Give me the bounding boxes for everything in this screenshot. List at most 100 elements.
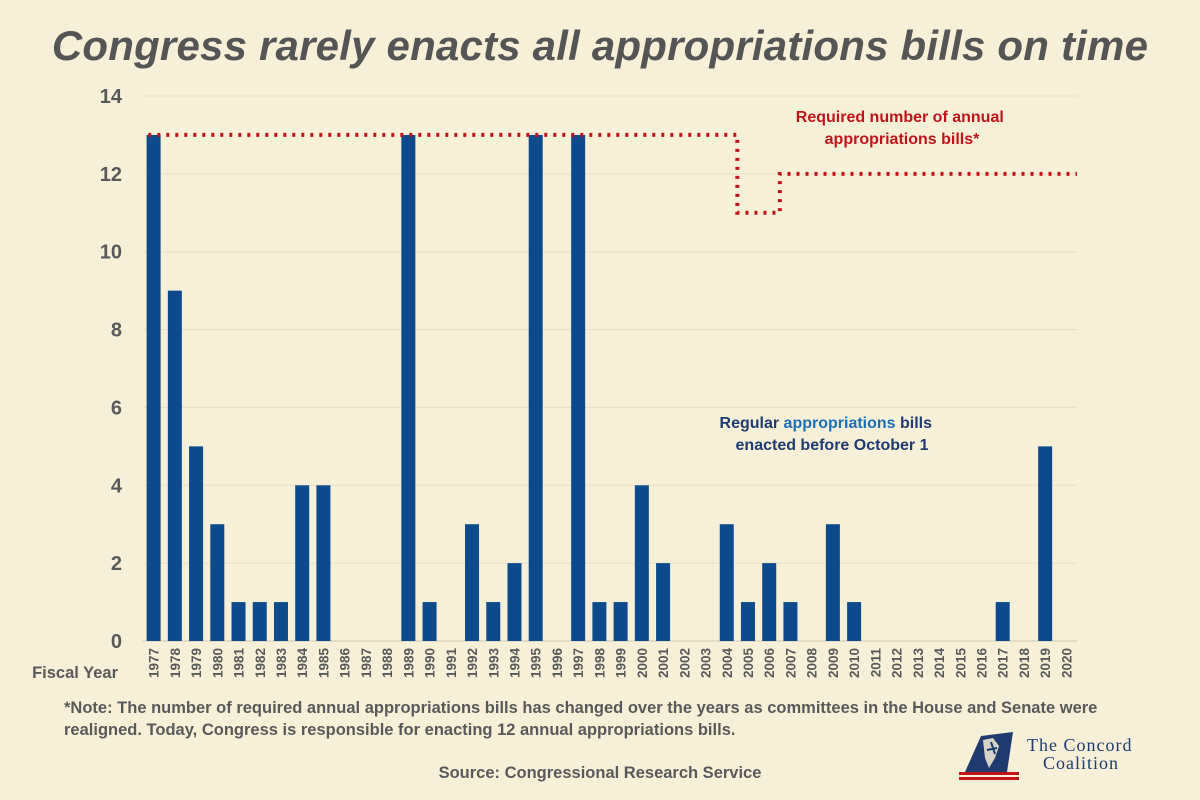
x-tick-label: 1996: [550, 648, 565, 679]
x-tick-label: 2005: [741, 648, 756, 679]
x-tick-label: 1994: [507, 648, 522, 679]
x-tick-label: 2001: [656, 648, 671, 679]
x-tick-label: 1992: [465, 648, 480, 678]
x-tick-label: 1993: [486, 648, 501, 679]
bars-annotation-part2: appropriations: [784, 415, 896, 432]
bar-2007: [783, 602, 798, 641]
x-tick-label: 2012: [890, 648, 905, 678]
x-tick-label: 1987: [359, 648, 374, 678]
required-bills-line: [148, 132, 1077, 215]
y-tick-label: 10: [100, 242, 122, 264]
x-tick-label: 1986: [338, 648, 353, 679]
x-tick-label: 2018: [1017, 648, 1032, 679]
gridlines: [143, 95, 1077, 642]
bar-1985: [316, 485, 331, 641]
bar-1982: [252, 602, 267, 641]
x-tick-label: 1998: [592, 648, 607, 679]
x-tick-label: 2000: [635, 648, 650, 678]
bars-annotation-part1: Regular: [720, 415, 784, 432]
x-tick-label: 1995: [529, 648, 544, 679]
x-tick-label: 2016: [974, 648, 989, 679]
y-tick-label: 8: [111, 320, 122, 342]
x-axis-ticks: 1977 1978 1979 1980 1981 1982 1983 1984 1985 1986…: [147, 648, 1075, 679]
y-tick-label: 12: [100, 164, 122, 186]
y-tick-label: 4: [111, 475, 123, 497]
bar-1999: [613, 602, 628, 641]
bar-1980: [210, 524, 225, 641]
logo-emblem-icon: [959, 732, 1019, 780]
bar-1997: [571, 134, 586, 641]
bar-1998: [592, 602, 607, 641]
required-annotation-line2: appropriations bills*: [825, 131, 980, 148]
x-tick-label: 1977: [147, 648, 162, 678]
x-tick-label: 1980: [210, 648, 225, 678]
bar-1979: [189, 446, 204, 641]
y-tick-label: 14: [100, 86, 123, 108]
bar-2000: [634, 485, 649, 641]
x-tick-label: 1990: [423, 648, 438, 678]
bars: [146, 134, 1053, 641]
bar-1978: [167, 290, 182, 641]
bar-1994: [507, 563, 522, 641]
bar-1984: [295, 485, 310, 641]
concord-coalition-logo: The Concord Coalition: [955, 728, 1175, 782]
x-tick-label: 1979: [189, 648, 204, 678]
bars-annotation-part3: bills: [896, 415, 933, 432]
bar-1977: [146, 134, 161, 641]
x-tick-label: 1989: [401, 648, 416, 678]
y-tick-label: 0: [111, 631, 122, 653]
x-tick-label: 1988: [380, 648, 395, 679]
x-axis-label: Fiscal Year: [32, 664, 119, 682]
x-tick-label: 2013: [911, 648, 926, 679]
x-tick-label: 2006: [762, 648, 777, 679]
x-tick-label: 2019: [1038, 648, 1053, 678]
x-tick-label: 1999: [614, 648, 629, 678]
x-tick-label: 2004: [720, 648, 735, 679]
x-tick-label: 1984: [295, 648, 310, 679]
bar-1993: [486, 602, 501, 641]
x-tick-label: 2010: [847, 648, 862, 678]
bar-1995: [528, 134, 543, 641]
bars-annotation: Regular appropriations bills enacted bef…: [720, 415, 937, 454]
x-tick-label: 1978: [168, 648, 183, 679]
bar-chart: 0 2 4 6 8 10 12 14 1977 1978 1979 1980 1981 1982 1983…: [32, 86, 1077, 682]
y-tick-label: 2: [111, 553, 122, 575]
x-tick-label: 2008: [805, 648, 820, 679]
x-tick-label: 2015: [953, 648, 968, 679]
x-tick-label: 1982: [253, 648, 268, 678]
bar-1989: [401, 134, 416, 641]
source-text: Source: Congressional Research Service: [438, 764, 762, 782]
bar-2019: [1038, 446, 1053, 641]
bar-1981: [231, 602, 246, 641]
x-tick-label: 2002: [677, 648, 692, 678]
bar-2005: [740, 602, 755, 641]
bar-2001: [656, 563, 671, 641]
bar-1983: [273, 602, 288, 641]
bar-2010: [847, 602, 862, 641]
x-tick-label: 1991: [444, 648, 459, 679]
x-tick-label: 1985: [316, 648, 331, 679]
bar-2004: [719, 524, 734, 641]
chart-title: Congress rarely enacts all appropriation…: [51, 22, 1149, 69]
y-axis-ticks: 0 2 4 6 8 10 12 14: [100, 86, 123, 653]
bar-1992: [465, 524, 480, 641]
logo-text-line1: The Concord: [1027, 735, 1133, 755]
x-tick-label: 1983: [274, 648, 289, 679]
required-annotation-line1: Required number of annual: [796, 109, 1004, 126]
bar-2006: [762, 563, 777, 641]
x-tick-label: 2014: [932, 648, 947, 679]
x-tick-label: 2003: [699, 648, 714, 679]
x-tick-label: 2017: [996, 648, 1011, 678]
x-tick-label: 2009: [826, 648, 841, 678]
bar-2017: [995, 602, 1010, 641]
bars-annotation-line2: enacted before October 1: [736, 437, 929, 454]
x-tick-label: 2011: [868, 648, 883, 678]
x-tick-label: 2007: [783, 648, 798, 678]
bar-2009: [825, 524, 840, 641]
x-tick-label: 1981: [232, 648, 247, 679]
y-tick-label: 6: [111, 397, 122, 419]
x-tick-label: 1997: [571, 648, 586, 678]
required-annotation: Required number of annual appropriations…: [796, 109, 1008, 148]
footnote: *Note: The number of required annual app…: [64, 699, 1098, 739]
required-bills-step-line: [148, 132, 1077, 215]
